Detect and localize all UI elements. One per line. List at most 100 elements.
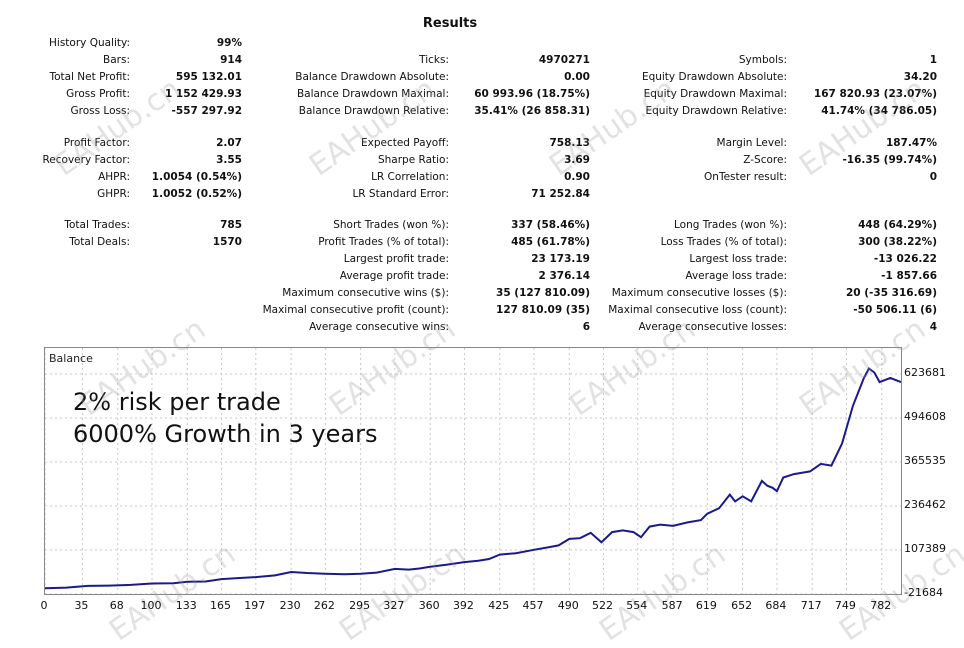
stat-value: 23 173.19 <box>531 253 590 265</box>
x-tick-label: 68 <box>109 599 124 612</box>
stat-value: 127 810.09 (35) <box>496 304 590 316</box>
y-tick-label: -21684 <box>904 586 943 599</box>
stat-value: 1.0052 (0.52%) <box>151 188 242 200</box>
stat-value: 485 (61.78%) <box>511 236 590 248</box>
chart-annotation: 6000% Growth in 3 years <box>73 420 377 448</box>
stat-label: GHPR: <box>97 188 130 200</box>
stat-label: LR Standard Error: <box>352 188 449 200</box>
stat-value: 1570 <box>212 236 242 248</box>
stat-value: 35.41% (26 858.31) <box>474 105 590 117</box>
stat-label: Equity Drawdown Relative: <box>645 105 787 117</box>
stat-value: 300 (38.22%) <box>858 236 937 248</box>
stat-label: Balance Drawdown Maximal: <box>296 88 449 100</box>
stat-value: 595 132.01 <box>175 71 242 83</box>
x-tick-label: 717 <box>800 599 822 612</box>
x-tick-label: 425 <box>488 599 510 612</box>
stat-value: 3.69 <box>564 154 590 166</box>
stat-label: Average consecutive wins: <box>309 321 449 333</box>
balance-chart: Balance 2% risk per trade 6000% Growth in … <box>44 347 902 595</box>
stat-value: 1 152 429.93 <box>164 88 242 100</box>
stat-label: Expected Payoff: <box>360 137 449 149</box>
stat-label: Profit Factor: <box>63 137 130 149</box>
stat-value: 1 <box>929 54 937 66</box>
x-tick-label: 35 <box>74 599 89 612</box>
stat-value: 167 820.93 (23.07%) <box>813 88 937 100</box>
x-tick-label: 197 <box>244 599 266 612</box>
chart-annotation: 2% risk per trade <box>73 388 281 416</box>
stat-label: Maximum consecutive wins ($): <box>282 287 449 299</box>
stat-label: Loss Trades (% of total): <box>660 236 787 248</box>
x-tick-label: 230 <box>279 599 301 612</box>
y-tick-label: 623681 <box>904 366 946 379</box>
stat-label: Sharpe Ratio: <box>377 154 449 166</box>
stat-label: Total Net Profit: <box>49 71 130 83</box>
stat-label: Short Trades (won %): <box>333 219 449 231</box>
stat-label: Balance Drawdown Relative: <box>298 105 449 117</box>
stat-label: LR Correlation: <box>371 171 449 183</box>
x-tick-label: 165 <box>210 599 232 612</box>
stat-label: Balance Drawdown Absolute: <box>295 71 449 83</box>
stat-label: Largest profit trade: <box>343 253 449 265</box>
stat-value: 0.00 <box>564 71 590 83</box>
x-tick-label: 782 <box>870 599 892 612</box>
x-tick-label: 587 <box>661 599 683 612</box>
x-tick-label: 133 <box>175 599 197 612</box>
stat-label: Ticks: <box>419 54 449 66</box>
x-tick-label: 0 <box>40 599 48 612</box>
stat-label: Gross Profit: <box>66 88 130 100</box>
stat-value: 0.90 <box>564 171 590 183</box>
stat-label: Total Deals: <box>69 236 130 248</box>
x-tick-label: 749 <box>834 599 856 612</box>
x-tick-label: 684 <box>765 599 787 612</box>
stat-label: Maximum consecutive losses ($): <box>611 287 787 299</box>
x-tick-label: 262 <box>313 599 335 612</box>
balance-chart-svg: Balance 2% risk per trade 6000% Growth in … <box>44 348 902 595</box>
stat-value: 187.47% <box>885 137 937 149</box>
stat-value: 4 <box>929 321 937 333</box>
y-tick-label: 365535 <box>904 454 946 467</box>
stat-value: 41.74% (34 786.05) <box>821 105 937 117</box>
x-tick-label: 327 <box>383 599 405 612</box>
stat-label: Largest loss trade: <box>689 253 787 265</box>
stat-value: 337 (58.46%) <box>511 219 590 231</box>
stat-label: History Quality: <box>49 37 130 49</box>
stat-value: 71 252.84 <box>531 188 590 200</box>
stat-label: Gross Loss: <box>70 105 131 117</box>
stat-value: 1.0054 (0.54%) <box>151 171 242 183</box>
chart-title: Balance <box>49 352 93 365</box>
stat-label: Margin Level: <box>716 137 787 149</box>
stat-label: Symbols: <box>738 54 787 66</box>
stat-value: 35 (127 810.09) <box>496 287 590 299</box>
x-tick-label: 490 <box>557 599 579 612</box>
stat-label: Average consecutive losses: <box>638 321 787 333</box>
stat-value: 34.20 <box>903 71 937 83</box>
stat-value: 448 (64.29%) <box>858 219 937 231</box>
report-title: Results <box>422 16 478 31</box>
x-tick-label: 522 <box>592 599 614 612</box>
x-tick-label: 457 <box>522 599 544 612</box>
stat-value: -1 857.66 <box>881 270 937 282</box>
stat-value: 20 (-35 316.69) <box>845 287 937 299</box>
x-tick-label: 619 <box>695 599 717 612</box>
stat-value: 99% <box>216 37 242 49</box>
stat-label: Long Trades (won %): <box>673 219 787 231</box>
balance-series-line <box>44 366 902 590</box>
stat-label: Equity Drawdown Maximal: <box>643 88 787 100</box>
stat-label: Recovery Factor: <box>42 154 130 166</box>
x-tick-label: 392 <box>452 599 474 612</box>
stat-value: -50 506.11 (6) <box>853 304 937 316</box>
stat-label: Bars: <box>103 54 130 66</box>
stat-value: 60 993.96 (18.75%) <box>474 88 590 100</box>
stat-value: 785 <box>220 219 242 231</box>
stat-value: 6 <box>582 321 590 333</box>
x-tick-label: 554 <box>626 599 648 612</box>
y-tick-label: 494608 <box>904 410 946 423</box>
stat-label: Profit Trades (% of total): <box>318 236 449 248</box>
stat-label: Average loss trade: <box>685 270 787 282</box>
stat-value: 2.07 <box>216 137 242 149</box>
stat-label: Maximal consecutive profit (count): <box>262 304 449 316</box>
stat-value: 3.55 <box>216 154 242 166</box>
x-tick-label: 100 <box>140 599 162 612</box>
y-tick-label: 236462 <box>904 498 946 511</box>
stat-value: -16.35 (99.74%) <box>842 154 937 166</box>
